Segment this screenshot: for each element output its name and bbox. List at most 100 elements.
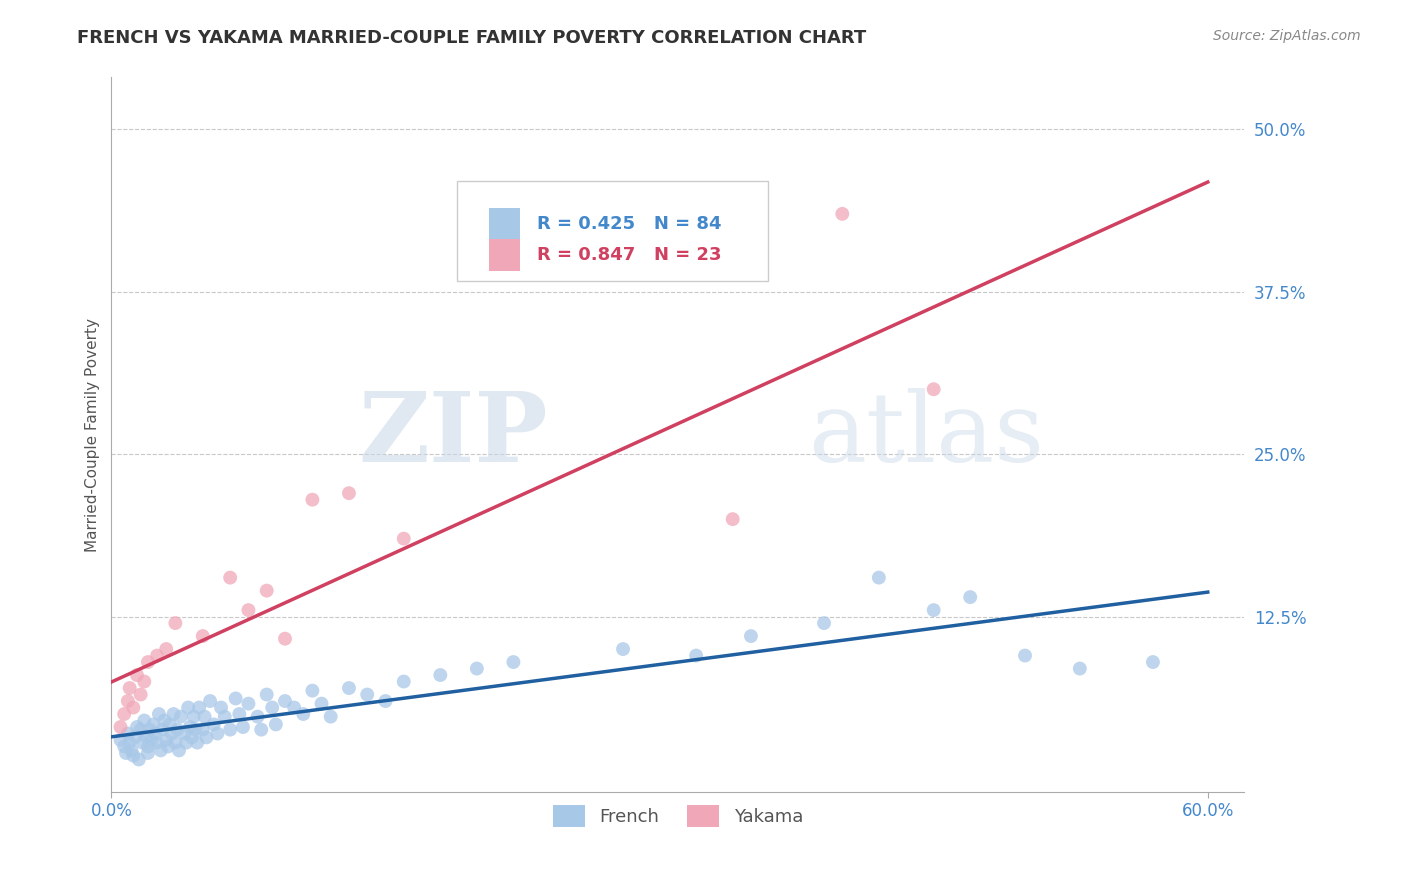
- Point: [207, 726, 229, 740]
- Point: [121, 743, 143, 757]
- Point: [337, 681, 360, 695]
- Point: [143, 726, 166, 740]
- Point: [186, 736, 208, 750]
- Point: [125, 668, 148, 682]
- Point: [238, 603, 260, 617]
- Point: [219, 571, 242, 585]
- Point: [311, 697, 333, 711]
- Point: [191, 723, 214, 737]
- Point: [256, 688, 278, 702]
- Point: [356, 688, 378, 702]
- Point: [118, 681, 141, 695]
- Point: [115, 746, 138, 760]
- Point: [959, 590, 981, 604]
- Point: [214, 709, 236, 723]
- Point: [122, 748, 145, 763]
- Point: [337, 486, 360, 500]
- Point: [264, 717, 287, 731]
- Point: [134, 714, 156, 728]
- Text: FRENCH VS YAKAMA MARRIED-COUPLE FAMILY POVERTY CORRELATION CHART: FRENCH VS YAKAMA MARRIED-COUPLE FAMILY P…: [77, 29, 866, 46]
- Point: [141, 733, 163, 747]
- Point: [167, 743, 190, 757]
- Text: ZIP: ZIP: [359, 388, 547, 482]
- Point: [429, 668, 451, 682]
- Text: R = 0.425   N = 84: R = 0.425 N = 84: [537, 215, 721, 233]
- Point: [183, 709, 205, 723]
- Point: [136, 655, 159, 669]
- Text: Source: ZipAtlas.com: Source: ZipAtlas.com: [1213, 29, 1361, 43]
- Point: [135, 729, 157, 743]
- Point: [184, 723, 207, 737]
- Point: [176, 736, 198, 750]
- Point: [392, 674, 415, 689]
- Point: [136, 746, 159, 760]
- Point: [283, 700, 305, 714]
- Point: [110, 720, 132, 734]
- Point: [165, 736, 187, 750]
- Point: [112, 706, 135, 721]
- Point: [110, 733, 132, 747]
- Point: [831, 207, 853, 221]
- Point: [118, 736, 141, 750]
- Point: [180, 731, 202, 745]
- Y-axis label: Married-Couple Family Poverty: Married-Couple Family Poverty: [86, 318, 100, 552]
- Point: [160, 726, 183, 740]
- Point: [157, 739, 180, 754]
- Point: [392, 532, 415, 546]
- Point: [225, 691, 247, 706]
- Point: [262, 700, 284, 714]
- Bar: [489, 239, 520, 271]
- Point: [195, 731, 218, 745]
- Point: [198, 694, 221, 708]
- Point: [813, 616, 835, 631]
- Point: [173, 726, 195, 740]
- Point: [191, 629, 214, 643]
- Point: [128, 752, 150, 766]
- Point: [740, 629, 762, 643]
- Point: [232, 720, 254, 734]
- Point: [170, 709, 193, 723]
- Point: [868, 571, 890, 585]
- Point: [228, 706, 250, 721]
- Point: [129, 688, 152, 702]
- Point: [152, 723, 174, 737]
- Point: [250, 723, 273, 737]
- Point: [159, 717, 181, 731]
- Point: [256, 583, 278, 598]
- Bar: [489, 208, 520, 240]
- Point: [136, 739, 159, 754]
- Point: [153, 714, 176, 728]
- Point: [374, 694, 396, 708]
- Text: R = 0.847   N = 23: R = 0.847 N = 23: [537, 246, 721, 264]
- Point: [238, 697, 260, 711]
- Point: [188, 700, 211, 714]
- Point: [179, 720, 201, 734]
- Point: [129, 723, 152, 737]
- Point: [922, 603, 945, 617]
- FancyBboxPatch shape: [457, 181, 769, 281]
- Point: [301, 492, 323, 507]
- Point: [685, 648, 707, 663]
- Point: [219, 723, 242, 737]
- Point: [117, 694, 139, 708]
- Point: [274, 694, 297, 708]
- Point: [112, 739, 135, 754]
- Point: [166, 723, 188, 737]
- Point: [612, 642, 634, 657]
- Point: [1142, 655, 1164, 669]
- Point: [922, 382, 945, 396]
- Point: [117, 726, 139, 740]
- Point: [146, 648, 169, 663]
- Point: [1014, 648, 1036, 663]
- Point: [1069, 662, 1091, 676]
- Point: [165, 616, 187, 631]
- Legend: French, Yakama: French, Yakama: [546, 798, 810, 834]
- Point: [202, 717, 225, 731]
- Point: [292, 706, 315, 721]
- Point: [122, 700, 145, 714]
- Point: [139, 723, 162, 737]
- Point: [155, 733, 177, 747]
- Point: [502, 655, 524, 669]
- Point: [134, 674, 156, 689]
- Point: [274, 632, 297, 646]
